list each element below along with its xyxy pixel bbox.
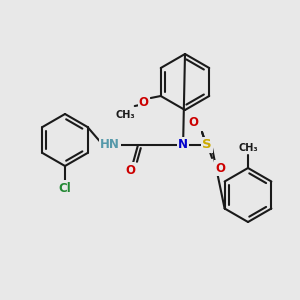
- Text: HN: HN: [100, 139, 120, 152]
- Text: O: O: [139, 95, 149, 109]
- Text: CH₃: CH₃: [116, 110, 136, 120]
- Text: O: O: [125, 164, 135, 176]
- Text: N: N: [178, 139, 188, 152]
- Text: S: S: [202, 139, 212, 152]
- Text: Cl: Cl: [58, 182, 71, 194]
- Text: O: O: [188, 116, 198, 130]
- Text: CH₃: CH₃: [238, 143, 258, 153]
- Text: O: O: [215, 161, 225, 175]
